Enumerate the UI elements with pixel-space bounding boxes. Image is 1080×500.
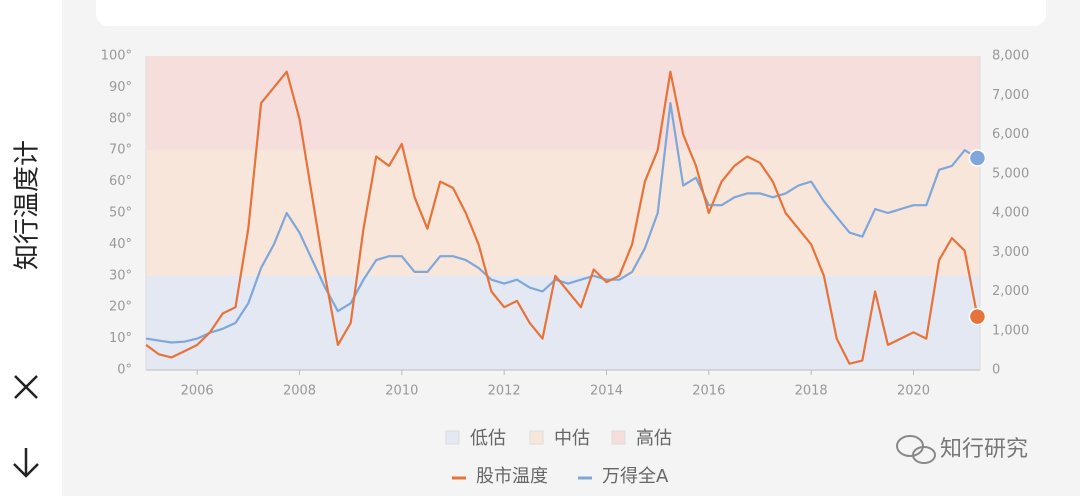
band — [146, 150, 980, 276]
end-marker — [968, 149, 987, 167]
down-icon[interactable] — [13, 448, 39, 478]
legend-label: 中估 — [554, 428, 590, 449]
legend-label: 低估 — [470, 428, 506, 449]
y2-tick-label: 0 — [992, 363, 1000, 378]
legend-swatch — [611, 430, 626, 445]
y-tick-label: 20° — [109, 300, 132, 315]
x-tick-label: 2012 — [488, 384, 521, 399]
top-card — [96, 0, 1046, 26]
legend-label: 高估 — [636, 428, 672, 449]
x-tick-label: 2014 — [590, 384, 623, 399]
legend-label: 股市温度 — [476, 466, 548, 487]
close-icon[interactable] — [14, 375, 38, 399]
y-tick-label: 60° — [109, 174, 132, 189]
y-tick-label: 70° — [109, 143, 132, 158]
y-tick-label: 80° — [109, 111, 132, 126]
chart: 0° 10° 20° 30° 40° 50° 60° 70° 80° 90° 100° 0 1,000 2… — [101, 49, 1030, 488]
y-tick-label: 10° — [109, 331, 132, 346]
watermark: 知行研究 — [940, 437, 1028, 462]
sidebar-title: 知行温度计 — [13, 140, 43, 270]
x-tick-label: 2006 — [181, 384, 214, 399]
y2-tick-label: 1,000 — [992, 323, 1029, 338]
y2-tick-label: 5,000 — [992, 166, 1029, 181]
x-tick-label: 2010 — [385, 384, 418, 399]
y2-tick-label: 6,000 — [992, 127, 1029, 142]
x-tick-label: 2016 — [692, 384, 725, 399]
y-tick-label: 100° — [101, 49, 132, 64]
x-tick-label: 2020 — [897, 384, 930, 399]
y2-tick-label: 2,000 — [992, 284, 1029, 299]
x-tick-label: 2018 — [795, 384, 828, 399]
watermark-icon — [896, 435, 936, 464]
y-tick-label: 30° — [109, 268, 132, 283]
legend-swatch — [529, 430, 544, 445]
y2-tick-label: 7,000 — [992, 88, 1029, 103]
band — [146, 275, 980, 370]
y-tick-label: 40° — [109, 237, 132, 252]
band — [146, 56, 980, 151]
series-line — [145, 102, 978, 344]
y2-tick-label: 3,000 — [992, 245, 1029, 260]
y-tick-label: 50° — [109, 206, 132, 221]
sidebar — [0, 0, 62, 496]
x-tick-label: 2008 — [283, 384, 316, 399]
legend-swatch — [445, 430, 460, 445]
y-tick-label: 0° — [117, 363, 132, 378]
y-tick-label: 90° — [109, 80, 132, 95]
end-marker — [968, 307, 987, 326]
series-line — [145, 70, 979, 365]
y2-tick-label: 4,000 — [992, 206, 1029, 221]
legend-label: 万得全A — [602, 466, 669, 487]
y2-tick-label: 8,000 — [992, 49, 1029, 64]
